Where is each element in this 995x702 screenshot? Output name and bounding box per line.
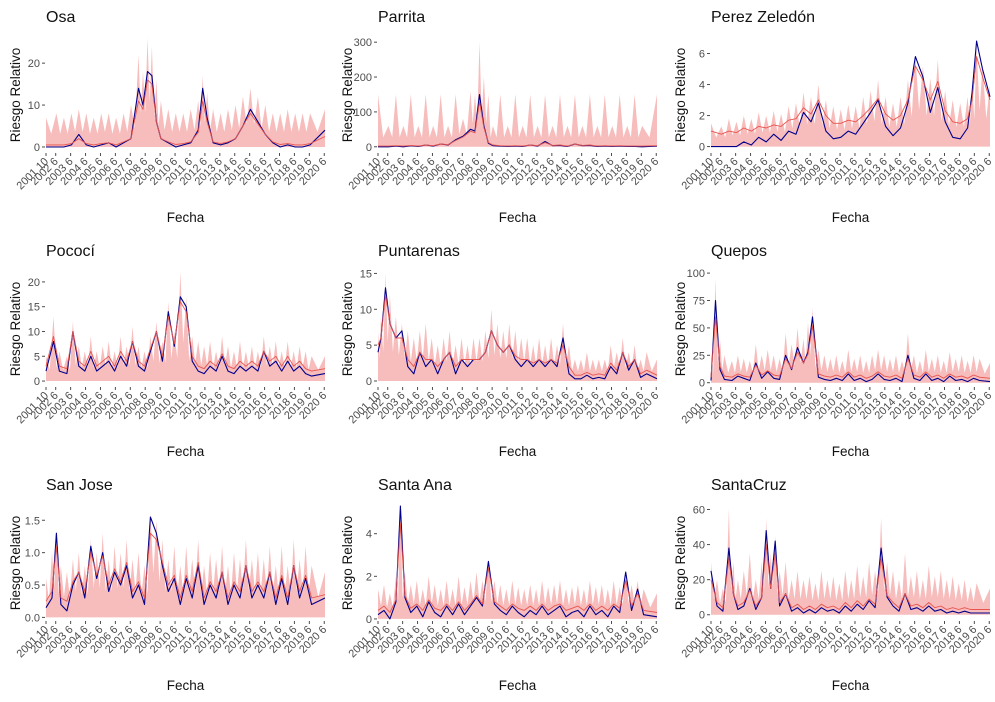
y-tick-label: 4 xyxy=(699,80,705,92)
panel-title: Quepos xyxy=(711,243,767,260)
y-tick-label: 5 xyxy=(34,351,40,363)
estimated-line xyxy=(377,522,658,613)
panel-title: Pococí xyxy=(46,243,95,260)
observed-line xyxy=(710,530,990,614)
y-axis-label: Riesgo Relativo xyxy=(673,516,688,611)
y-tick-label: 4 xyxy=(366,529,372,541)
panel-san-jose: San Jose Riesgo Relativo Fecha 0.0 0.5 1.0 1.5… xyxy=(8,477,329,693)
y-tick-label: 0 xyxy=(366,376,372,388)
credible-band xyxy=(711,278,990,383)
y-tick-label: 0 xyxy=(34,376,40,388)
y-tick-label: 0 xyxy=(699,142,705,154)
y-tick-label: 1.5 xyxy=(25,515,40,527)
y-tick-label: 15 xyxy=(360,268,372,280)
panel-title: SantaCruz xyxy=(711,477,787,494)
x-axis-label: Fecha xyxy=(832,444,870,459)
estimated-line xyxy=(710,56,991,135)
y-tick-label: 20 xyxy=(28,58,40,70)
estimated-line xyxy=(710,316,991,379)
y-tick-label: 0 xyxy=(366,142,372,154)
y-tick-label: 25 xyxy=(693,350,705,362)
y-tick-label: 10 xyxy=(28,100,40,112)
y-tick-label: 2 xyxy=(366,571,372,583)
x-axis-label: Fecha xyxy=(832,210,870,225)
credible-band xyxy=(46,38,325,147)
observed-line xyxy=(710,299,991,383)
x-axis-label: Fecha xyxy=(499,678,537,693)
y-tick-label: 100 xyxy=(354,107,372,119)
y-axis-label: Riesgo Relativo xyxy=(673,282,688,377)
estimated-line xyxy=(710,544,990,610)
panel-title: Osa xyxy=(46,9,75,26)
observed-line xyxy=(377,505,658,620)
estimated-line xyxy=(378,100,658,147)
y-tick-label: 0 xyxy=(34,142,40,154)
estimated-line xyxy=(45,532,326,602)
credible-band xyxy=(46,272,325,381)
y-tick-label: 0.0 xyxy=(25,612,40,624)
y-tick-label: 200 xyxy=(354,72,372,84)
y-axis-label: Riesgo Relativo xyxy=(340,516,355,611)
y-tick-label: 10 xyxy=(28,326,40,338)
y-tick-label: 0 xyxy=(699,378,705,390)
y-tick-label: 0.5 xyxy=(25,580,40,592)
y-tick-label: 20 xyxy=(693,575,705,587)
panel-title: San Jose xyxy=(46,477,113,494)
y-tick-label: 6 xyxy=(699,49,705,61)
y-tick-label: 0 xyxy=(366,614,372,626)
y-axis-label: Riesgo Relativo xyxy=(8,48,23,143)
y-tick-label: 40 xyxy=(693,540,705,552)
y-tick-label: 20 xyxy=(28,277,40,289)
observed-line xyxy=(377,287,658,380)
x-axis-label: Fecha xyxy=(167,210,205,225)
y-axis-label: Riesgo Relativo xyxy=(8,516,23,611)
credible-band xyxy=(711,48,990,147)
y-tick-label: 1.0 xyxy=(25,548,40,560)
x-axis-label: Fecha xyxy=(499,444,537,459)
y-tick-label: 60 xyxy=(693,505,705,517)
panel-title: Santa Ana xyxy=(378,477,452,494)
observed-line xyxy=(45,296,326,377)
panel-title: Parrita xyxy=(378,9,425,26)
x-axis-label: Fecha xyxy=(832,678,870,693)
y-axis-label: Riesgo Relativo xyxy=(8,282,23,377)
y-tick-label: 50 xyxy=(693,323,705,335)
y-tick-label: 100 xyxy=(687,268,705,280)
x-axis-label: Fecha xyxy=(167,444,205,459)
y-axis-label: Riesgo Relativo xyxy=(340,282,355,377)
credible-band xyxy=(378,273,657,381)
estimated-line xyxy=(46,79,326,146)
x-axis-label: Fecha xyxy=(499,210,537,225)
y-tick-label: 75 xyxy=(693,296,705,308)
y-axis-label: Riesgo Relativo xyxy=(340,48,355,143)
y-tick-label: 0 xyxy=(699,610,705,622)
credible-band xyxy=(711,509,990,615)
estimated-line xyxy=(377,294,658,376)
x-axis-label: Fecha xyxy=(167,678,205,693)
panel-title: Perez Zeledón xyxy=(711,9,815,26)
y-tick-label: 10 xyxy=(360,304,372,316)
panel-title: Puntarenas xyxy=(378,243,460,260)
credible-band xyxy=(378,512,657,619)
y-tick-label: 15 xyxy=(28,302,40,314)
estimated-line xyxy=(45,301,326,372)
y-tick-label: 5 xyxy=(366,340,372,352)
y-tick-label: 2 xyxy=(699,111,705,123)
credible-band xyxy=(378,42,657,147)
y-axis-label: Riesgo Relativo xyxy=(673,48,688,143)
credible-band xyxy=(46,513,325,618)
observed-line xyxy=(711,40,991,148)
y-tick-label: 300 xyxy=(354,37,372,49)
